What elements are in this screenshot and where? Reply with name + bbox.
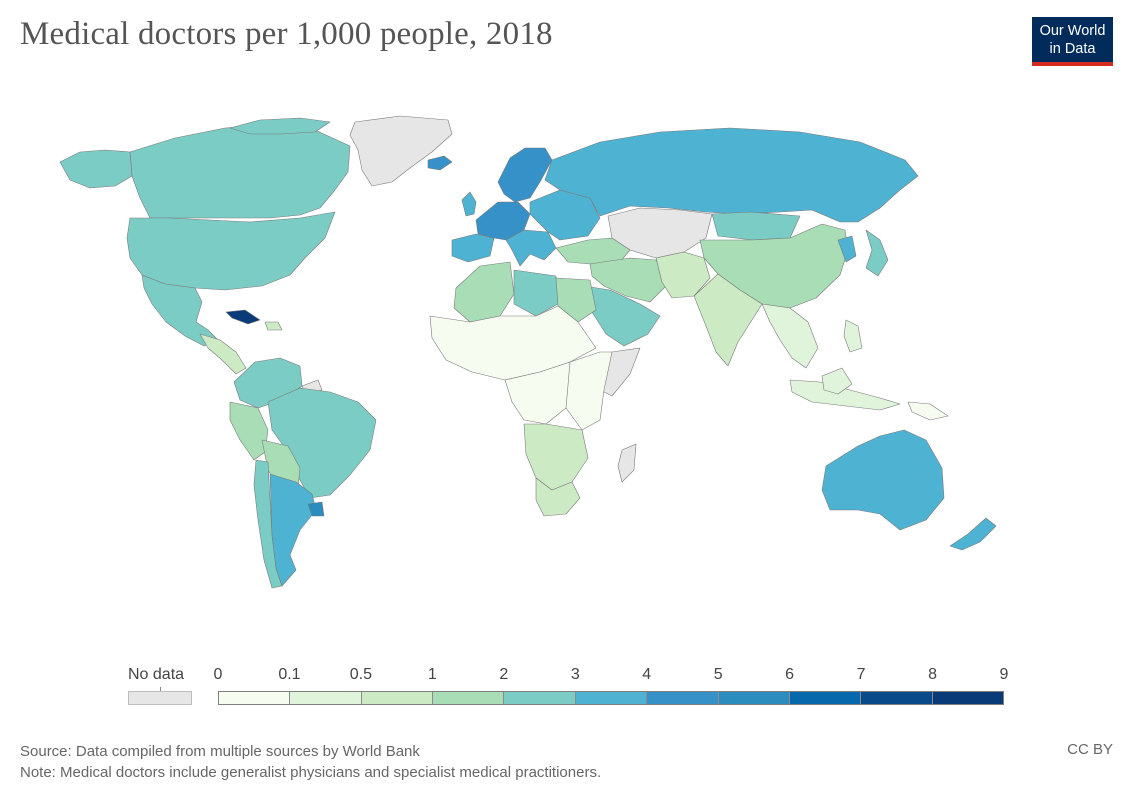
legend-tick-label: 0.5 — [349, 666, 373, 683]
legend-bin-4-5[interactable] — [647, 692, 719, 704]
country-iceland[interactable] — [427, 155, 453, 171]
country-indonesia[interactable] — [821, 367, 853, 395]
country-southeast-asia[interactable] — [761, 303, 819, 369]
country-south-africa[interactable] — [535, 477, 581, 517]
country-russia[interactable] — [544, 127, 919, 223]
country-japan[interactable] — [865, 229, 889, 277]
country-arabian-peninsula[interactable] — [583, 285, 661, 347]
country-eastern-europe[interactable] — [505, 229, 557, 267]
country-turkey-caucasus[interactable] — [555, 237, 631, 265]
legend-no-data-swatch[interactable] — [128, 691, 192, 705]
country-uruguay[interactable] — [307, 501, 325, 517]
legend-no-data-tick — [160, 687, 161, 692]
world-map[interactable] — [0, 90, 1133, 650]
country-new-zealand[interactable] — [949, 517, 997, 551]
legend-bin-0-0.1[interactable] — [219, 692, 291, 704]
logo-line-2: in Data — [1049, 41, 1096, 57]
country-peru[interactable] — [229, 401, 269, 461]
country-united-kingdom[interactable] — [461, 191, 477, 217]
chart-title: Medical doctors per 1,000 people, 2018 — [20, 16, 553, 52]
country-southeast-asia[interactable] — [843, 319, 863, 353]
legend-color-scale[interactable] — [218, 691, 1004, 705]
country-argentina[interactable] — [269, 473, 317, 587]
license-label[interactable]: CC BY — [1067, 741, 1113, 758]
country-canada[interactable] — [129, 123, 351, 219]
country-central-america[interactable] — [264, 321, 283, 331]
logo-line-1: Our World — [1039, 23, 1106, 39]
footer-notes: Source: Data compiled from multiple sour… — [20, 741, 601, 783]
legend-tick-label: 6 — [785, 666, 795, 683]
country-scandinavia[interactable] — [497, 147, 553, 203]
legend-tick-label: 7 — [856, 666, 866, 683]
legend-bin-7-8[interactable] — [861, 692, 933, 704]
country-united-states[interactable] — [59, 149, 133, 189]
legend-tick-label: 0 — [213, 666, 223, 683]
country-libya[interactable] — [513, 269, 559, 317]
legend-bin-1-2[interactable] — [433, 692, 505, 704]
legend-tick-label: 2 — [499, 666, 509, 683]
country-iran-middle-east[interactable] — [589, 257, 669, 303]
country-russia[interactable] — [837, 235, 857, 263]
legend-bin-0.5-1[interactable] — [361, 692, 434, 704]
legend-bin-6-7[interactable] — [789, 692, 862, 704]
legend-tick-label: 9 — [999, 666, 1009, 683]
country-mongolia[interactable] — [711, 211, 801, 241]
legend-tick-label: 5 — [713, 666, 723, 683]
definition-note: Note: Medical doctors include generalist… — [20, 764, 602, 781]
country-central-africa[interactable] — [504, 361, 571, 425]
legend-tick-label: 0.1 — [278, 666, 301, 683]
country-sahel-west-africa[interactable] — [429, 305, 597, 381]
country-central-america[interactable] — [199, 333, 247, 375]
country-spain-portugal[interactable] — [451, 233, 495, 263]
legend-tick-label: 4 — [642, 666, 652, 683]
country-greenland[interactable] — [349, 115, 453, 187]
country-southern-africa[interactable] — [523, 423, 589, 491]
legend: No data 0 0.1 0.5 1 2 3 4 5 6 7 8 9 — [0, 660, 1133, 710]
country-north-africa-algeria-egypt-[interactable] — [453, 261, 515, 323]
country-india[interactable] — [693, 273, 763, 367]
source-note: Source: Data compiled from multiple sour… — [20, 743, 420, 760]
country-united-states[interactable] — [126, 211, 336, 291]
country-afghanistan-pakistan[interactable] — [655, 251, 711, 299]
legend-bin-2-3[interactable] — [504, 692, 576, 704]
legend-tick-label: 3 — [570, 666, 580, 683]
country-madagascar[interactable] — [617, 443, 637, 483]
country-north-africa-algeria-egypt-[interactable] — [555, 277, 597, 323]
world-map-svg[interactable] — [0, 90, 1133, 650]
country-papua-new-guinea[interactable] — [907, 401, 949, 421]
country-cuba[interactable] — [225, 309, 261, 325]
legend-tick-label: 8 — [928, 666, 937, 683]
legend-no-data-label: No data — [128, 666, 185, 683]
legend-bin-3-4[interactable] — [575, 692, 648, 704]
legend-bin-5-6[interactable] — [718, 692, 790, 704]
country-canada[interactable] — [229, 117, 331, 135]
country-australia[interactable] — [821, 429, 945, 531]
owid-logo[interactable]: Our World in Data — [1032, 17, 1113, 66]
legend-tick-label: 1 — [427, 666, 437, 683]
legend-bin-8-9[interactable] — [932, 692, 1003, 704]
legend-bin-0.1-0.5[interactable] — [290, 692, 362, 704]
